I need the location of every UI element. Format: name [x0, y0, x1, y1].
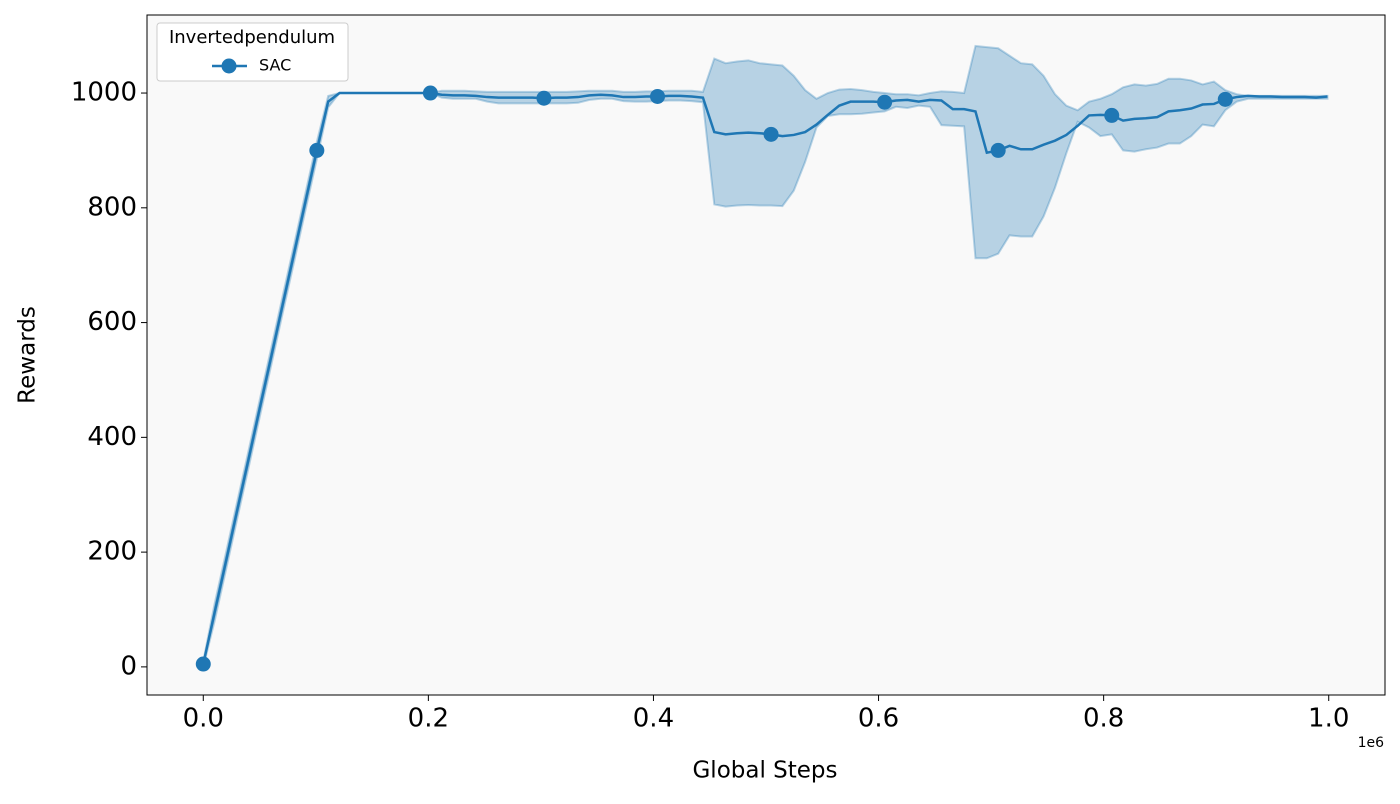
confidence-band: [202, 44, 1329, 668]
marker: [763, 126, 779, 142]
marker: [309, 142, 325, 158]
x-tick-label: 1.0: [1308, 704, 1349, 734]
marker: [990, 142, 1006, 158]
legend-box: [156, 22, 349, 82]
y-axis-label: Rewards: [15, 306, 41, 404]
x-offset-label: 1e6: [1358, 735, 1385, 751]
legend: Invertedpendulum SAC: [156, 22, 349, 82]
legend-label: SAC: [259, 56, 291, 75]
marker: [1217, 91, 1233, 107]
legend-marker: [221, 58, 237, 74]
legend-title: Invertedpendulum: [169, 27, 335, 48]
x-tick-label: 0.4: [633, 704, 674, 734]
plot-border: [146, 14, 1386, 696]
x-tick-label: 0.2: [408, 704, 449, 734]
x-axis-label: Global Steps: [692, 758, 837, 784]
x-tick-label: 0.8: [1083, 704, 1124, 734]
marker: [195, 656, 211, 672]
plot-area: [147, 15, 1385, 695]
y-tick-label: 200: [87, 537, 137, 567]
y-tick-label: 0: [120, 651, 137, 681]
x-tick-label: 0.0: [183, 704, 224, 734]
marker: [422, 85, 438, 101]
marker: [650, 88, 666, 104]
y-tick-label: 600: [87, 307, 137, 337]
marker: [536, 90, 552, 106]
marker: [877, 94, 893, 110]
marker: [1104, 107, 1120, 123]
y-tick-label: 400: [87, 422, 137, 452]
y-tick-label: 800: [87, 192, 137, 222]
y-tick-label: 1000: [71, 78, 137, 108]
x-tick-label: 0.6: [858, 704, 899, 734]
